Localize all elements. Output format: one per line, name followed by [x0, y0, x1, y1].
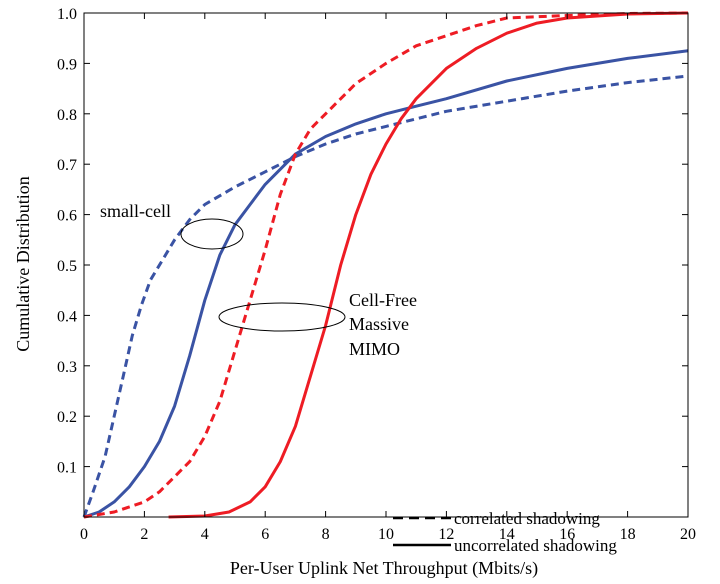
annotation-mimo: MIMO — [349, 339, 400, 359]
series-cell-free-solid — [168, 11, 689, 519]
y-tick-label: 0.4 — [57, 308, 77, 325]
x-tick-label: 0 — [80, 526, 88, 543]
x-tick-label: 2 — [140, 526, 148, 543]
y-tick-label: 0.1 — [57, 460, 77, 477]
x-tick-label: 16 — [559, 526, 575, 543]
y-tick-label: 0.3 — [57, 359, 77, 376]
y-tick-label: 0.9 — [57, 56, 77, 73]
series-cell-free-dashed — [83, 11, 689, 519]
x-tick-label: 12 — [438, 526, 454, 543]
annotation-cell-free: Cell-Free — [349, 290, 417, 310]
annotation-small-cell: small-cell — [100, 201, 171, 221]
y-tick-label: 0.8 — [57, 107, 77, 124]
annotation-massive: Massive — [349, 314, 409, 334]
y-tick-label: 1.0 — [57, 6, 77, 23]
small-cell-ellipse — [180, 218, 244, 250]
legend-label-uncorrelated: uncorrelated shadowing — [454, 536, 617, 555]
plot-frame — [83, 12, 689, 518]
y-tick-label: 0.7 — [57, 157, 77, 174]
y-tick-label: 0.2 — [57, 409, 77, 426]
series-layer — [82, 11, 689, 519]
x-tick-label: 20 — [680, 526, 696, 543]
x-tick-label: 8 — [322, 526, 330, 543]
ticks-layer: 0 2 4 6 8 10 12 14 16 18 20 0.1 0.2 0.3 0.4 0.5 0.6 0.7 0.… — [57, 6, 696, 543]
x-tick-label: 18 — [620, 526, 636, 543]
x-axis-label: Per-User Uplink Net Throughput (Mbits/s) — [230, 558, 538, 579]
x-tick-label: 6 — [261, 526, 269, 543]
series-small-cell-dashed — [82, 74, 689, 518]
y-tick-label: 0.5 — [57, 258, 77, 275]
x-tick-label: 14 — [499, 526, 515, 543]
series-small-cell-solid — [83, 49, 689, 519]
legend: correlated shadowing uncorrelated shadow… — [393, 509, 617, 555]
x-tick-label: 10 — [378, 526, 394, 543]
annotations-layer: small-cell Cell-Free Massive MIMO — [100, 201, 417, 359]
cell-free-ellipse — [218, 302, 346, 332]
legend-label-correlated: correlated shadowing — [454, 509, 600, 528]
y-tick-label: 0.6 — [57, 208, 77, 225]
y-axis-label: Cumulative Distribution — [13, 176, 33, 352]
x-tick-label: 4 — [201, 526, 209, 543]
